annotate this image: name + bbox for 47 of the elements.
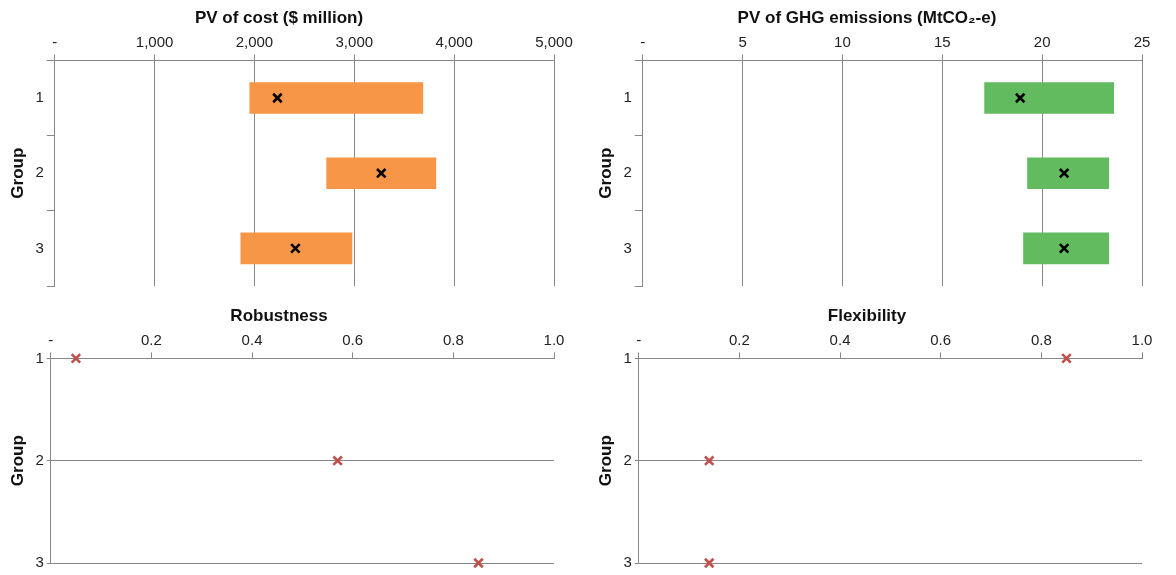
chart-title: PV of GHG emissions (MtCO₂-e) [737, 7, 997, 27]
y-axis-title: Group [595, 147, 615, 199]
y-tick-label: 3 [35, 553, 44, 571]
x-tick-label: 0.2 [728, 330, 750, 348]
y-tick-label: 2 [623, 450, 632, 468]
x-tick-label: 2,000 [235, 32, 274, 50]
bar [326, 157, 437, 189]
y-tick-label: 1 [623, 348, 632, 366]
x-tick-label: 0.6 [930, 330, 952, 348]
x-tick-label: 20 [1033, 32, 1051, 50]
y-tick-label: 1 [35, 348, 44, 366]
y-axis-title: Group [595, 435, 615, 487]
y-tick-label: 3 [623, 553, 632, 571]
chart-title: Flexibility [827, 305, 907, 325]
y-axis-title: Group [7, 147, 27, 199]
bar [240, 232, 353, 265]
x-tick-label: 0.6 [342, 330, 364, 348]
x-tick-label: 1.0 [1131, 330, 1153, 348]
x-tick-label: 1,000 [135, 32, 174, 50]
x-tick-label: 5,000 [535, 32, 573, 50]
y-tick-label: 2 [35, 163, 44, 181]
x-tick-label: 4,000 [435, 32, 473, 50]
x-tick-label: 0.8 [442, 330, 464, 348]
x-tick-label: 15 [933, 32, 951, 50]
x-tick-label: 1.0 [543, 330, 565, 348]
y-tick-label: 2 [35, 450, 44, 468]
x-tick-label: - [640, 32, 646, 50]
x-tick-label: - [636, 330, 642, 348]
x-tick-label: 0.4 [829, 330, 851, 348]
bar [249, 82, 424, 114]
chart-title: PV of cost ($ million) [194, 7, 364, 27]
y-axis-title: Group [7, 435, 27, 487]
x-tick-label: 5 [738, 32, 747, 50]
chart-title: Robustness [230, 305, 328, 325]
x-tick-label: - [48, 330, 54, 348]
y-tick-label: 1 [623, 88, 632, 106]
y-tick-label: 3 [35, 238, 44, 256]
x-tick-label: 0.8 [1030, 330, 1052, 348]
y-tick-label: 1 [35, 88, 44, 106]
x-tick-label: - [52, 32, 58, 50]
x-tick-label: 25 [1133, 32, 1151, 50]
y-tick-label: 3 [623, 238, 632, 256]
x-tick-label: 0.2 [140, 330, 162, 348]
y-tick-label: 2 [623, 163, 632, 181]
x-tick-label: 10 [834, 32, 851, 50]
x-tick-label: 0.4 [241, 330, 263, 348]
x-tick-label: 3,000 [335, 32, 374, 50]
